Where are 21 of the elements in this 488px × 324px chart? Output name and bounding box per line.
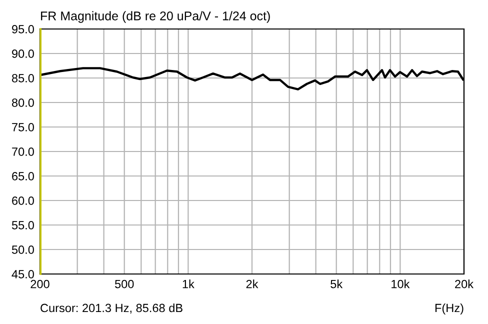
x-tick-label: 1k xyxy=(182,280,194,288)
y-tick-label: 70.0 xyxy=(12,148,34,156)
y-tick-label: 90.0 xyxy=(12,50,34,58)
x-tick-label: 10k xyxy=(392,280,410,288)
y-tick-label: 75.0 xyxy=(12,123,34,132)
y-tick-label: 55.0 xyxy=(12,221,34,230)
x-tick-label: 500 xyxy=(114,280,134,288)
x-tick-label: 20k xyxy=(455,280,474,288)
y-tick-label: 85.0 xyxy=(12,74,34,82)
y-tick-label: 65.0 xyxy=(12,172,34,180)
x-tick-label: 200 xyxy=(30,280,50,288)
x-tick-label: 2k xyxy=(246,280,258,288)
x-tick-label: 5k xyxy=(330,280,343,288)
y-tick-label: 50.0 xyxy=(12,246,34,254)
y-tick-label: 60.0 xyxy=(12,196,34,205)
y-tick-label: 95.0 xyxy=(12,25,34,34)
y-tick-label: 45.0 xyxy=(12,270,34,278)
chart-title: FR Magnitude (dB re 20 uPa/V - 1/24 oct) xyxy=(41,11,270,23)
text: Cursor: 201.3 Hz, 85.68 dB xyxy=(40,303,182,314)
y-tick-label: 80.0 xyxy=(12,98,34,107)
x-axis-title: F(Hz) xyxy=(435,303,464,314)
